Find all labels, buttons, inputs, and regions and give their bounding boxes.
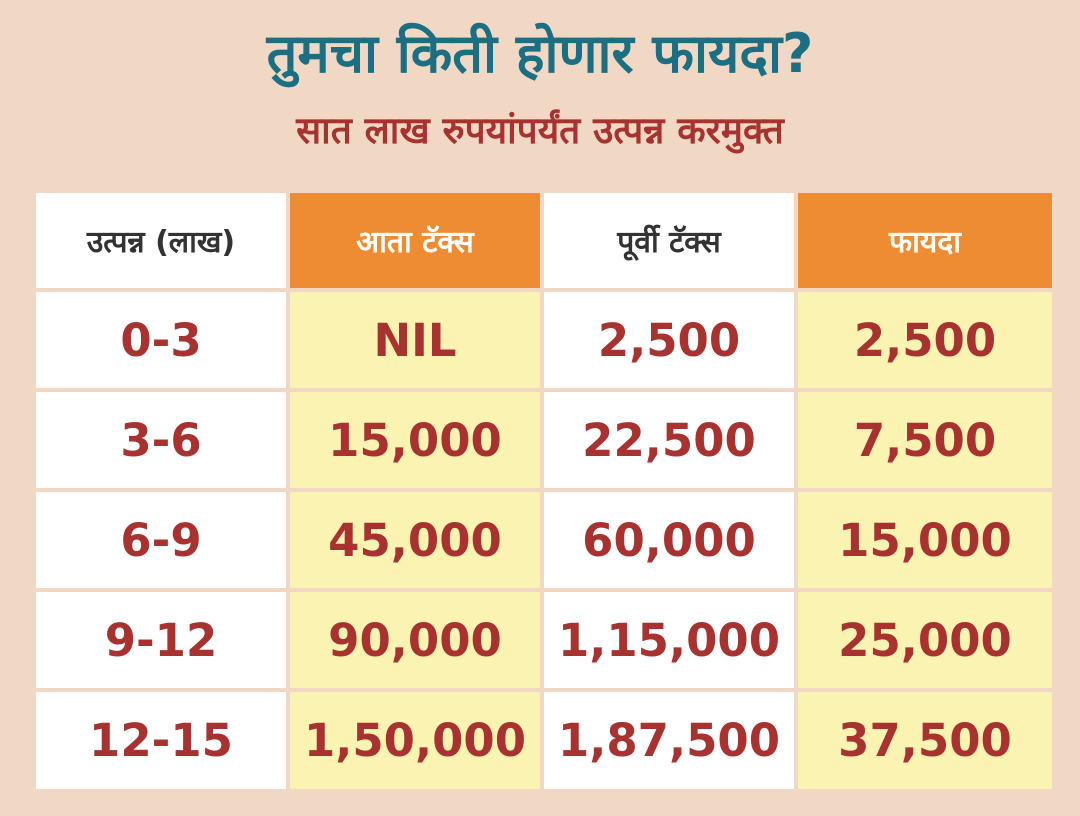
- previous-tax-cell: 1,87,500: [544, 692, 794, 789]
- income-cell: 3-6: [36, 392, 286, 488]
- page-subtitle: सात लाख रुपयांपर्यंत उत्पन्न करमुक्त: [296, 109, 784, 152]
- benefit-cell: 7,500: [798, 392, 1052, 488]
- tax-comparison-table: उत्पन्न (लाख) आता टॅक्स पूर्वी टॅक्स फाय…: [36, 193, 1052, 789]
- benefit-cell: 2,500: [798, 292, 1052, 388]
- current-tax-cell: 45,000: [290, 492, 540, 588]
- previous-tax-cell: 2,500: [544, 292, 794, 388]
- current-tax-cell: 90,000: [290, 592, 540, 688]
- current-tax-cell: 15,000: [290, 392, 540, 488]
- header-current-tax: आता टॅक्स: [290, 193, 540, 288]
- previous-tax-cell: 1,15,000: [544, 592, 794, 688]
- income-cell: 0-3: [36, 292, 286, 388]
- benefit-cell: 37,500: [798, 692, 1052, 789]
- benefit-cell: 15,000: [798, 492, 1052, 588]
- income-cell: 12-15: [36, 692, 286, 789]
- previous-tax-cell: 22,500: [544, 392, 794, 488]
- page-title: तुमचा किती होणार फायदा?: [266, 22, 814, 85]
- header-benefit: फायदा: [798, 193, 1052, 288]
- income-cell: 6-9: [36, 492, 286, 588]
- current-tax-cell: 1,50,000: [290, 692, 540, 789]
- previous-tax-cell: 60,000: [544, 492, 794, 588]
- header-previous-tax: पूर्वी टॅक्स: [544, 193, 794, 288]
- income-cell: 9-12: [36, 592, 286, 688]
- header-income: उत्पन्न (लाख): [36, 193, 286, 288]
- current-tax-cell: NIL: [290, 292, 540, 388]
- benefit-cell: 25,000: [798, 592, 1052, 688]
